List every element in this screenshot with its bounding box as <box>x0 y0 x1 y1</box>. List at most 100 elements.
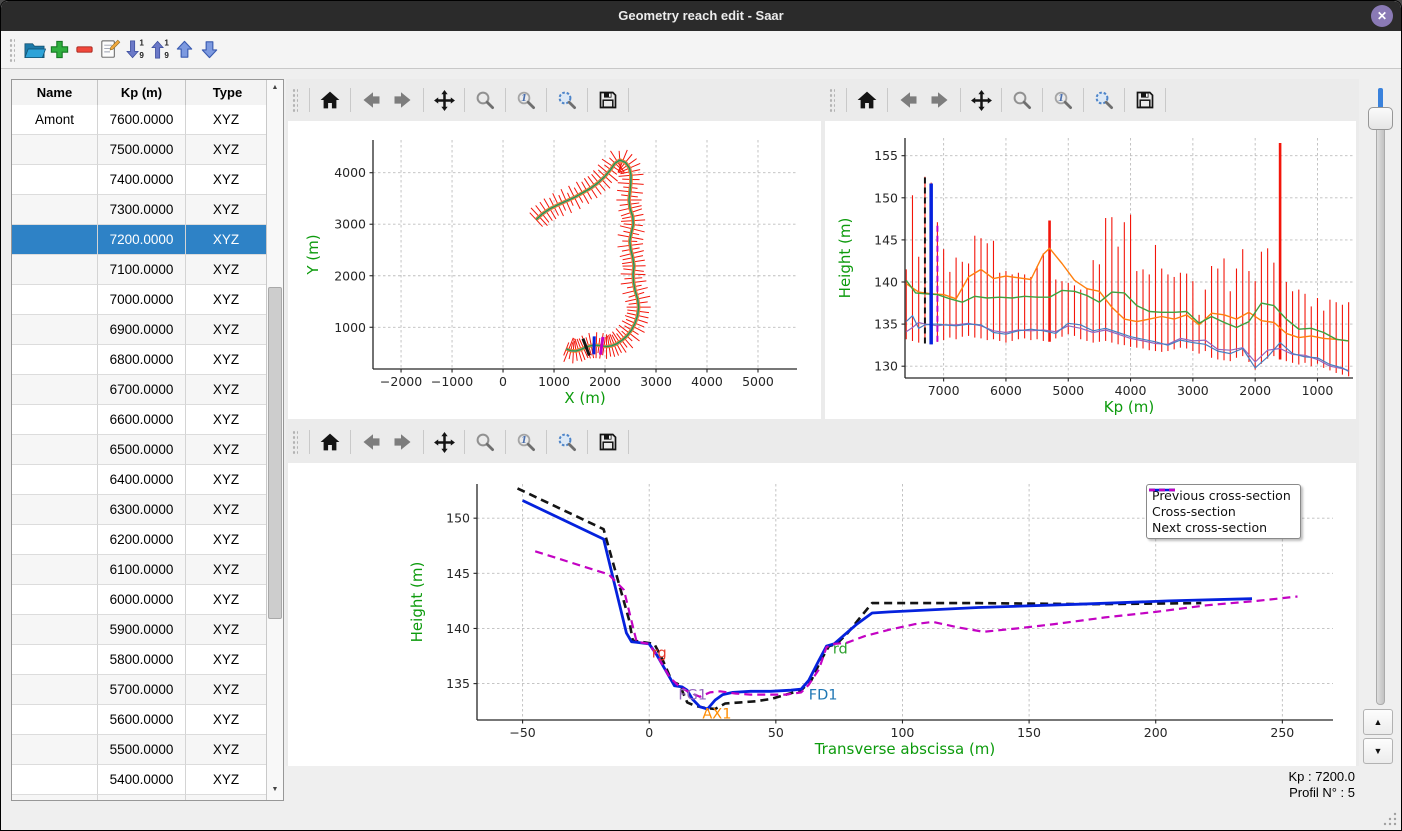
cell-type[interactable]: XYZ <box>186 345 267 375</box>
save-button[interactable] <box>592 84 624 116</box>
cell-name[interactable] <box>12 735 98 765</box>
table-row[interactable]: 6600.0000 XYZ <box>12 405 267 435</box>
cell-type[interactable]: XYZ <box>186 255 267 285</box>
save-button[interactable] <box>1129 84 1161 116</box>
sort-descending-button[interactable]: 1 9 <box>122 36 147 64</box>
table-row[interactable]: 6700.0000 XYZ <box>12 375 267 405</box>
column-header-type[interactable]: Type <box>212 85 243 100</box>
cell-name[interactable] <box>12 615 98 645</box>
cell-type[interactable] <box>186 795 267 800</box>
cell-type[interactable]: XYZ <box>186 135 267 165</box>
table-row[interactable] <box>12 795 267 800</box>
zoom-fit-button[interactable] <box>1088 84 1120 116</box>
cross-section-plot[interactable]: rg FG1 AX1 FD1 rd −50 0 50 100 150 200 250 135 140 145… <box>288 463 1356 766</box>
scrollbar-thumb[interactable] <box>268 287 282 619</box>
cell-type[interactable]: XYZ <box>186 405 267 435</box>
remove-button[interactable] <box>72 36 97 64</box>
cell-kp[interactable]: 5900.0000 <box>98 615 186 645</box>
cell-type[interactable]: XYZ <box>186 645 267 675</box>
cell-kp[interactable]: 5400.0000 <box>98 765 186 795</box>
zoom-1-button[interactable]: 1 <box>510 426 542 458</box>
table-row[interactable]: 6500.0000 XYZ <box>12 435 267 465</box>
cell-kp[interactable]: 6300.0000 <box>98 495 186 525</box>
table-row[interactable]: 6000.0000 XYZ <box>12 585 267 615</box>
previous-profile-button[interactable]: ▲ <box>1363 709 1393 735</box>
toolbar-drag-handle[interactable] <box>9 37 15 62</box>
table-row[interactable]: 7500.0000 XYZ <box>12 135 267 165</box>
cell-type[interactable]: XYZ <box>186 525 267 555</box>
table-row[interactable]: 6200.0000 XYZ <box>12 525 267 555</box>
cell-type[interactable]: XYZ <box>186 615 267 645</box>
cell-kp[interactable]: 6600.0000 <box>98 405 186 435</box>
cell-kp[interactable] <box>98 795 186 800</box>
titlebar[interactable]: Geometry reach edit - Saar ✕ <box>1 1 1401 31</box>
cell-type[interactable]: XYZ <box>186 165 267 195</box>
zoom-button[interactable] <box>469 426 501 458</box>
cell-kp[interactable]: 6100.0000 <box>98 555 186 585</box>
table-row[interactable]: 5900.0000 XYZ <box>12 615 267 645</box>
table-row[interactable]: 6400.0000 XYZ <box>12 465 267 495</box>
cell-kp[interactable]: 7400.0000 <box>98 165 186 195</box>
cell-type[interactable]: XYZ <box>186 465 267 495</box>
cell-name[interactable] <box>12 435 98 465</box>
cell-kp[interactable]: 6500.0000 <box>98 435 186 465</box>
scroll-down-icon[interactable]: ▼ <box>271 786 279 793</box>
back-button[interactable] <box>355 84 387 116</box>
cell-name[interactable] <box>12 255 98 285</box>
zoom-1-button[interactable]: 1 <box>510 84 542 116</box>
cell-kp[interactable]: 6800.0000 <box>98 345 186 375</box>
forward-button[interactable] <box>387 426 419 458</box>
table-row[interactable]: 6900.0000 XYZ <box>12 315 267 345</box>
cell-type[interactable]: XYZ <box>186 765 267 795</box>
cell-name[interactable] <box>12 675 98 705</box>
edit-button[interactable] <box>97 36 122 64</box>
table-row[interactable]: 7300.0000 XYZ <box>12 195 267 225</box>
zoom-fit-button[interactable] <box>551 84 583 116</box>
cell-kp[interactable]: 5800.0000 <box>98 645 186 675</box>
plot-toolbar-drag-handle[interactable] <box>829 88 835 112</box>
save-button[interactable] <box>592 426 624 458</box>
cell-kp[interactable]: 7100.0000 <box>98 255 186 285</box>
profile-slider-track[interactable] <box>1376 113 1385 705</box>
cell-type[interactable]: XYZ <box>186 315 267 345</box>
longitudinal-profile-plot[interactable]: 7000 6000 5000 4000 3000 2000 1000 130 135 140 145… <box>825 121 1356 419</box>
table-row[interactable]: 5500.0000 XYZ <box>12 735 267 765</box>
pan-button[interactable] <box>428 84 460 116</box>
home-button[interactable] <box>314 84 346 116</box>
zoom-1-button[interactable]: 1 <box>1047 84 1079 116</box>
column-header-name[interactable]: Name <box>12 80 98 105</box>
table-row[interactable]: 5600.0000 XYZ <box>12 705 267 735</box>
cell-name[interactable] <box>12 765 98 795</box>
profile-slider-handle[interactable] <box>1368 107 1393 130</box>
cell-kp[interactable]: 7500.0000 <box>98 135 186 165</box>
cell-type[interactable]: XYZ <box>186 735 267 765</box>
cell-name[interactable] <box>12 525 98 555</box>
cell-kp[interactable]: 7300.0000 <box>98 195 186 225</box>
scroll-up-icon[interactable]: ▲ <box>271 84 279 91</box>
sort-ascending-button[interactable]: 1 9 <box>147 36 172 64</box>
cell-name[interactable] <box>12 555 98 585</box>
cell-type[interactable]: XYZ <box>186 675 267 705</box>
cell-kp[interactable]: 7600.0000 <box>98 105 186 135</box>
cell-kp[interactable]: 7200.0000 <box>98 225 186 255</box>
close-button[interactable]: ✕ <box>1371 5 1393 27</box>
table-row[interactable]: 5700.0000 XYZ <box>12 675 267 705</box>
cell-type[interactable]: XYZ <box>186 285 267 315</box>
cell-name[interactable] <box>12 495 98 525</box>
home-button[interactable] <box>851 84 883 116</box>
cell-name[interactable] <box>12 795 98 800</box>
column-header-kp[interactable]: Kp (m) <box>98 80 186 105</box>
cell-kp[interactable]: 6400.0000 <box>98 465 186 495</box>
cell-type[interactable]: XYZ <box>186 195 267 225</box>
table-row[interactable]: Amont 7600.0000 XYZ <box>12 105 267 135</box>
cell-name[interactable] <box>12 195 98 225</box>
table-row[interactable]: 5400.0000 XYZ <box>12 765 267 795</box>
zoom-fit-button[interactable] <box>551 426 583 458</box>
cell-type[interactable]: XYZ <box>186 435 267 465</box>
add-button[interactable] <box>47 36 72 64</box>
cell-name[interactable] <box>12 645 98 675</box>
cell-kp[interactable]: 5500.0000 <box>98 735 186 765</box>
cell-type[interactable]: XYZ <box>186 555 267 585</box>
cell-name[interactable] <box>12 585 98 615</box>
home-button[interactable] <box>314 426 346 458</box>
